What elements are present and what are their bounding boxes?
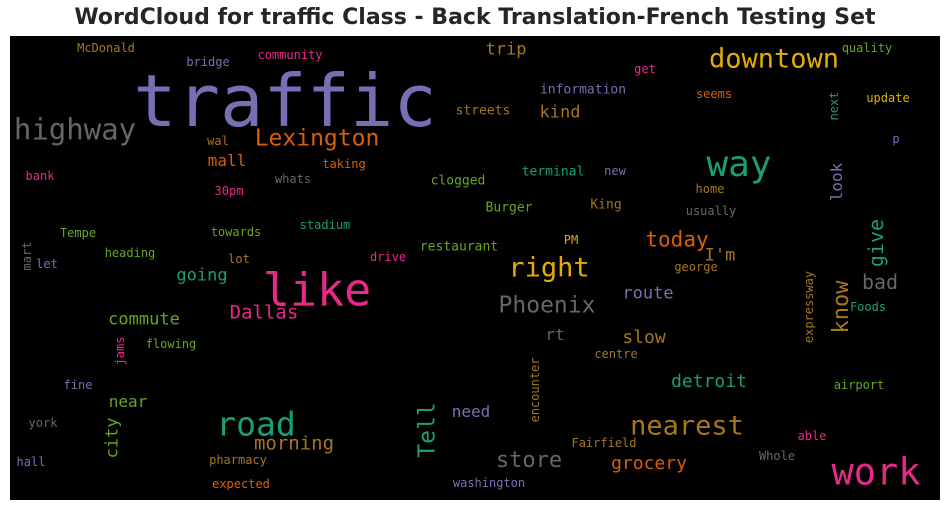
word-p: p — [892, 132, 900, 146]
word-city: city — [102, 417, 123, 459]
word-drive: drive — [369, 250, 407, 264]
word-bank: bank — [25, 169, 55, 183]
word-bad: bad — [861, 270, 899, 294]
word-look: look — [827, 162, 846, 202]
word-community: community — [257, 48, 323, 62]
word-grocery: grocery — [611, 453, 687, 474]
word-wal: wal — [207, 134, 229, 148]
word-give: give — [864, 218, 888, 268]
word-lot: lot — [228, 252, 250, 266]
word-slow: slow — [622, 327, 666, 348]
word-encounter: encounter — [528, 357, 542, 423]
word-today: today — [645, 227, 709, 252]
word-mart: mart — [20, 241, 34, 271]
word-30pm: 30pm — [214, 184, 244, 198]
word-mall: mall — [207, 151, 247, 170]
word-near: near — [108, 392, 148, 411]
word-cloud-canvas: traffic like work way road highway downtown nea… — [10, 36, 940, 500]
word-need: need — [451, 402, 491, 421]
word-centre: centre — [594, 347, 638, 361]
word-new: new — [604, 164, 626, 178]
word-like: like — [262, 263, 372, 317]
word-home: home — [695, 182, 725, 196]
word-restaurant: restaurant — [419, 239, 499, 255]
word-dallas: Dallas — [229, 301, 299, 324]
word-expected: expected — [212, 477, 270, 491]
word-traffic: traffic — [133, 59, 437, 143]
word-update: update — [866, 91, 910, 105]
word-mcdonald: McDonald — [77, 41, 135, 55]
word-taking: taking — [322, 157, 366, 171]
word-king: King — [590, 197, 622, 213]
word-hall: hall — [16, 455, 46, 469]
word-downtown: downtown — [708, 43, 840, 75]
word-foods: Foods — [849, 300, 887, 314]
word-get: get — [634, 62, 656, 76]
word-fairfield: Fairfield — [571, 436, 637, 450]
word-route: route — [622, 283, 674, 304]
word-stadium: stadium — [299, 218, 351, 232]
word-rt: rt — [545, 325, 565, 344]
word-commute: commute — [108, 309, 180, 330]
word-george: george — [674, 260, 718, 274]
word-information: information — [539, 82, 627, 98]
word-washington: washington — [452, 476, 526, 490]
word-trip: trip — [485, 39, 527, 60]
chart-title: WordCloud for traffic Class - Back Trans… — [74, 5, 876, 30]
word-road: road — [216, 404, 296, 444]
word-morning: morning — [253, 432, 335, 455]
word-going: going — [176, 265, 228, 286]
word-way: way — [706, 144, 772, 185]
word-flowing: flowing — [145, 337, 197, 351]
word-streets: streets — [455, 103, 511, 119]
word-burger: Burger — [485, 200, 533, 216]
word-tell: Tell — [414, 402, 441, 458]
word-fine: fine — [63, 378, 93, 392]
word-seems: seems — [695, 87, 733, 101]
word-heading: heading — [104, 246, 156, 260]
word-bridge: bridge — [186, 55, 230, 69]
word-clogged: clogged — [430, 173, 486, 189]
word-detroit: detroit — [671, 371, 747, 392]
word-pm: PM — [563, 233, 579, 247]
word-work: work — [831, 450, 921, 494]
word-kind: kind — [539, 102, 581, 123]
word-right: right — [508, 252, 590, 284]
word-quality: quality — [841, 41, 893, 55]
word-terminal: terminal — [521, 164, 585, 180]
word-jams: jams — [113, 336, 127, 366]
word-york: york — [28, 416, 58, 430]
word-pharmacy: pharmacy — [209, 453, 267, 467]
word-let: let — [36, 257, 58, 271]
word-phoenix: Phoenix — [498, 292, 596, 319]
word-lexington: Lexington — [254, 125, 380, 152]
word-airport: airport — [833, 378, 885, 392]
word-whats: whats — [274, 172, 312, 186]
word-highway: highway — [13, 112, 137, 147]
word-usually: usually — [685, 204, 737, 218]
word-tempe: Tempe — [59, 226, 97, 240]
word-i-m: I'm — [704, 245, 736, 266]
word-able: able — [797, 429, 827, 443]
word-whole: Whole — [758, 449, 796, 463]
word-next: next — [827, 91, 841, 121]
word-towards: towards — [210, 225, 262, 239]
word-expressway: expressway — [802, 270, 816, 344]
word-store: store — [495, 448, 563, 473]
word-nearest: nearest — [630, 410, 744, 442]
